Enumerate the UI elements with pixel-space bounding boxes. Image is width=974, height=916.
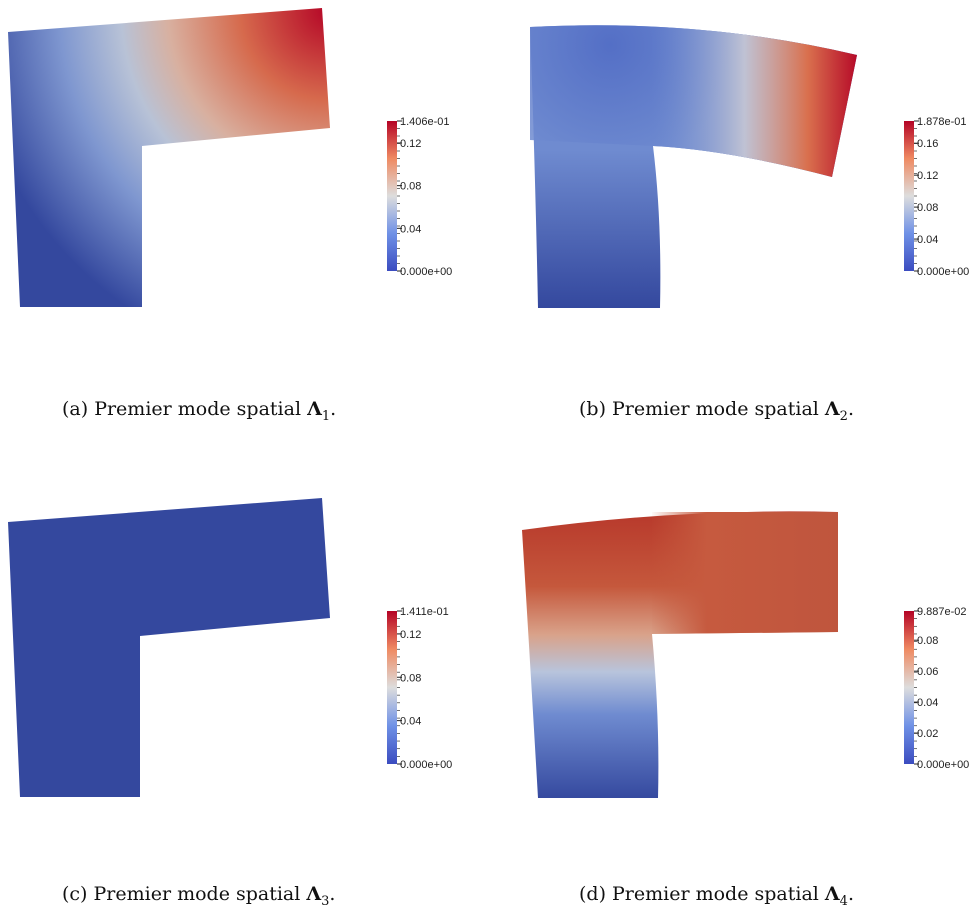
colorbar-c: 1.411e-01 0.12 0.08 0.04 0.000e+00 xyxy=(387,606,452,771)
mode-shape-b xyxy=(530,25,857,308)
colorbar-ramp xyxy=(387,121,397,271)
colorbar-tick-label: 9.887e-02 xyxy=(917,606,967,618)
caption-d: (d) Premier mode spatial Λ4. xyxy=(579,883,854,909)
colorbar-tick-label: 0.12 xyxy=(917,170,938,182)
colorbar-tick-label: 0.08 xyxy=(917,635,938,647)
colorbar-tick-label: 0.08 xyxy=(917,202,938,214)
colorbar-ramp xyxy=(904,611,914,764)
colorbar-tick-label: 1.406e-01 xyxy=(400,116,450,128)
caption-c: (c) Premier mode spatial Λ3. xyxy=(62,883,336,909)
caption-d-symbol: Λ xyxy=(824,883,840,905)
colorbar-tick-label: 0.16 xyxy=(917,138,938,150)
caption-b-symbol: Λ xyxy=(824,398,840,420)
colorbar-tick-label: 0.04 xyxy=(917,234,938,246)
colorbar-tick-label: 0.12 xyxy=(400,629,421,641)
mode-shape-d xyxy=(522,511,838,798)
colorbar-tick-label: 1.411e-01 xyxy=(400,606,449,618)
colorbar-ramp xyxy=(387,611,397,764)
colorbar-tick-label: 0.000e+00 xyxy=(917,266,969,278)
colorbar-tick-label: 0.08 xyxy=(400,672,421,684)
caption-b: (b) Premier mode spatial Λ2. xyxy=(579,398,854,424)
colorbar-tick-label: 1.878e-01 xyxy=(917,116,967,128)
colorbar-ramp xyxy=(904,121,914,271)
caption-c-symbol: Λ xyxy=(306,883,322,905)
mode-shape-c xyxy=(8,498,330,797)
colorbar-tick-label: 0.04 xyxy=(917,697,938,709)
colorbar-tick-label: 0.08 xyxy=(400,181,421,193)
colorbar-b: 1.878e-01 0.16 0.12 0.08 0.04 0.000e+00 xyxy=(904,116,969,278)
colorbar-tick-label: 0.000e+00 xyxy=(400,266,452,278)
colorbar-tick-label: 0.000e+00 xyxy=(400,759,452,771)
colorbar-tick-label: 0.02 xyxy=(917,728,938,740)
colorbar-tick-label: 0.000e+00 xyxy=(917,759,969,771)
caption-a: (a) Premier mode spatial Λ1. xyxy=(62,398,337,424)
colorbar-a: 1.406e-01 0.12 0.08 0.04 0.000e+00 xyxy=(387,116,452,278)
colorbar-d: 9.887e-02 0.08 0.06 0.04 0.02 0.000e+00 xyxy=(904,606,969,771)
colorbar-tick-label: 0.04 xyxy=(400,716,421,728)
caption-a-symbol: Λ xyxy=(307,398,322,420)
colorbar-tick-label: 0.12 xyxy=(400,138,421,150)
mode-shape-a xyxy=(8,8,330,307)
colorbar-tick-label: 0.06 xyxy=(917,666,938,678)
colorbar-tick-label: 0.04 xyxy=(400,223,421,235)
